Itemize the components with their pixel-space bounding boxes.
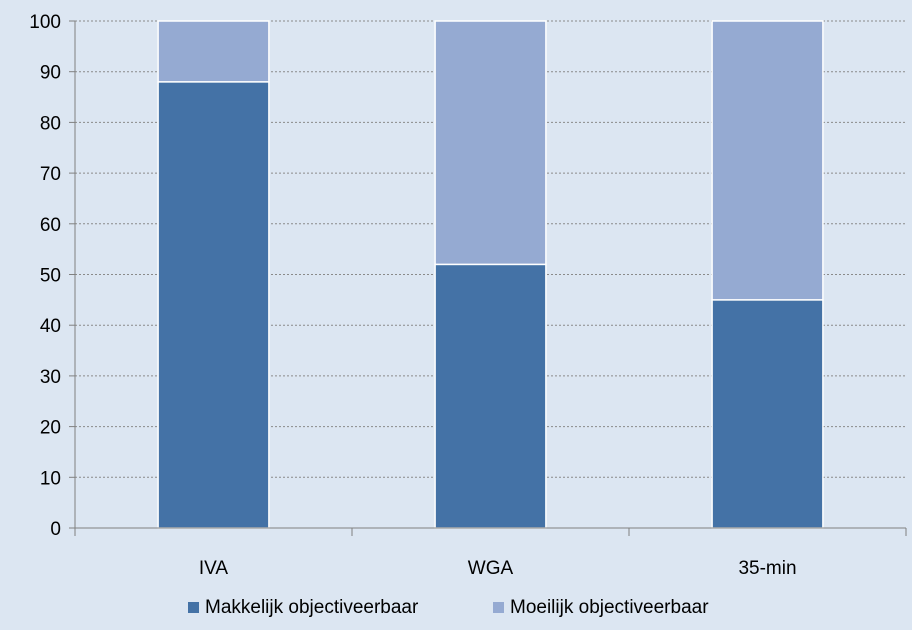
legend-label-0: Makkelijk objectiveerbaar [205, 597, 419, 618]
x-tick-labels: IVA WGA 35-min [199, 558, 797, 579]
bar-WGA-series-0 [434, 263, 547, 529]
legend-swatch-1 [493, 602, 504, 613]
x-tick-label-WGA: WGA [468, 558, 514, 579]
y-tick-label-50: 50 [40, 266, 61, 287]
y-tick-label-90: 90 [40, 63, 61, 84]
x-tick-label-35-min: 35-min [738, 558, 796, 579]
y-tick-label-10: 10 [40, 468, 61, 489]
bar-35-min-series-1 [711, 20, 824, 301]
bar-IVA-series-1 [157, 20, 270, 83]
y-tick-label-30: 30 [40, 367, 61, 388]
legend-label-1: Moeilijk objectiveerbaar [510, 597, 709, 618]
bar-35-min-series-0 [711, 299, 824, 529]
legend: Makkelijk objectiveerbaar Moeilijk object… [188, 597, 709, 618]
legend-swatch-0 [188, 602, 199, 613]
bar-IVA-series-0 [157, 81, 270, 529]
axes [69, 20, 907, 536]
bar-WGA-series-1 [434, 20, 547, 266]
y-tick-label-70: 70 [40, 164, 61, 185]
bars [157, 20, 824, 529]
y-tick-labels: 0 10 20 30 40 50 60 70 80 90 100 [29, 12, 61, 540]
y-tick-label-100: 100 [29, 12, 61, 33]
y-tick-label-80: 80 [40, 113, 61, 134]
y-tick-label-60: 60 [40, 215, 61, 236]
y-tick-label-40: 40 [40, 316, 61, 337]
x-tick-label-IVA: IVA [199, 558, 229, 579]
y-tick-label-0: 0 [50, 519, 61, 540]
y-tick-label-20: 20 [40, 418, 61, 439]
